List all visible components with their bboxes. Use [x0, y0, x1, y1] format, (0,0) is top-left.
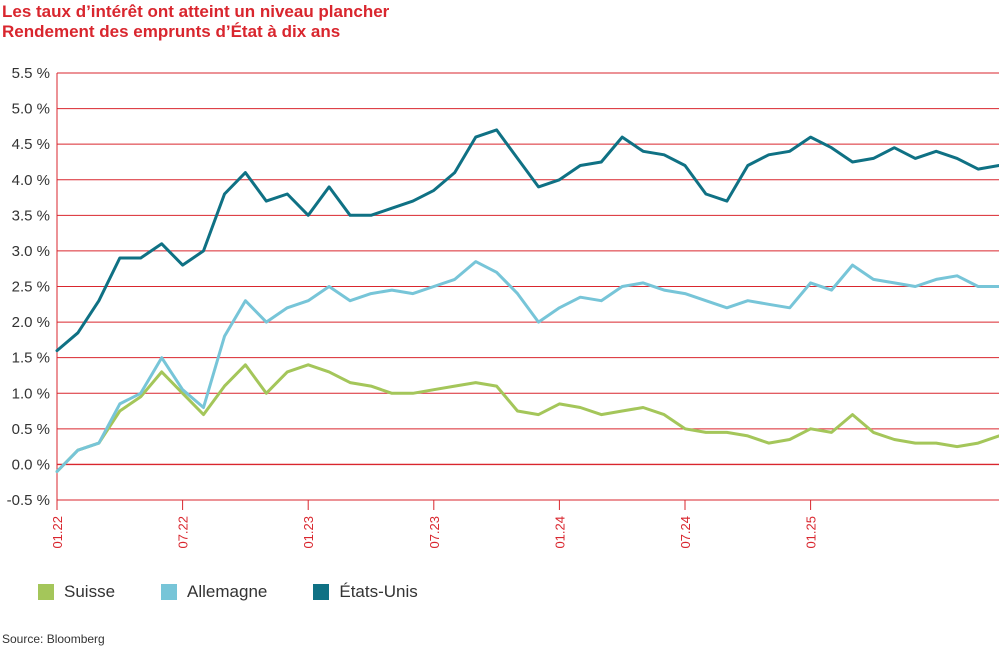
x-tick-label: 07.23	[427, 516, 442, 549]
x-tick-label: 01.23	[301, 516, 316, 549]
y-tick-label: 4.5 %	[12, 136, 50, 153]
x-axis: 01.22 07.22 01.23 07.23 01.24 07.24 01.25	[50, 500, 819, 549]
y-tick-label: 0.5 %	[12, 421, 50, 438]
legend-item-etats-unis: États-Unis	[313, 582, 418, 602]
y-tick-label: 4.0 %	[12, 172, 50, 189]
legend-item-suisse: Suisse	[38, 582, 115, 602]
y-tick-label: 1.0 %	[12, 385, 50, 402]
series-line-allemagne	[55, 260, 999, 473]
legend-label-etats-unis: États-Unis	[339, 582, 418, 601]
y-tick-label: 5.0 %	[12, 101, 50, 118]
series-lines	[55, 128, 999, 473]
x-tick-label: 01.25	[804, 516, 819, 549]
x-tick-label: 07.24	[678, 516, 693, 549]
grid-lines	[56, 72, 999, 510]
legend-swatch-suisse	[38, 584, 54, 600]
source-note: Source: Bloomberg	[2, 632, 105, 646]
y-tick-label: 1.5 %	[12, 350, 50, 367]
legend-label-allemagne: Allemagne	[187, 582, 268, 601]
x-tick-label: 01.24	[552, 516, 567, 549]
y-tick-label: 3.5 %	[12, 207, 50, 224]
y-tick-label: 0.0 %	[12, 456, 50, 473]
y-tick-label: -0.5 %	[7, 492, 50, 509]
y-tick-label: 5.5 %	[12, 65, 50, 82]
y-axis: 5.5 % 5.0 % 4.5 % 4.0 % 3.5 % 3.0 % 2.5 % 2.0 %…	[7, 65, 50, 509]
chart-subtitle: Rendement des emprunts d’État à dix ans	[2, 22, 341, 41]
legend: Suisse Allemagne États-Unis	[38, 582, 464, 602]
legend-swatch-allemagne	[161, 584, 178, 600]
y-tick-label: 2.5 %	[12, 279, 50, 296]
y-tick-label: 3.0 %	[12, 243, 50, 260]
legend-swatch-etats-unis	[313, 584, 330, 600]
series-line-suisse	[55, 363, 999, 473]
legend-label-suisse: Suisse	[64, 582, 116, 601]
chart-title: Les taux d’intérêt ont atteint un niveau…	[2, 2, 390, 21]
legend-item-allemagne: Allemagne	[161, 582, 267, 602]
y-tick-label: 2.0 %	[12, 314, 50, 331]
x-tick-label: 01.22	[50, 516, 65, 549]
series-line-etats-unis	[55, 128, 999, 353]
x-tick-label: 07.22	[176, 516, 191, 549]
